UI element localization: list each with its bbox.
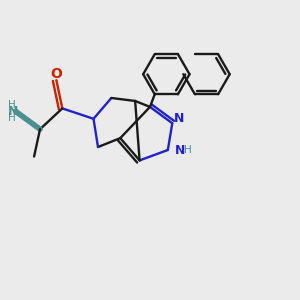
Text: N: N (8, 105, 18, 118)
Text: H: H (8, 100, 16, 110)
Text: O: O (50, 67, 62, 81)
Text: H: H (184, 145, 192, 155)
Text: N: N (174, 112, 184, 125)
Text: N: N (175, 143, 186, 157)
Text: H: H (8, 113, 16, 123)
